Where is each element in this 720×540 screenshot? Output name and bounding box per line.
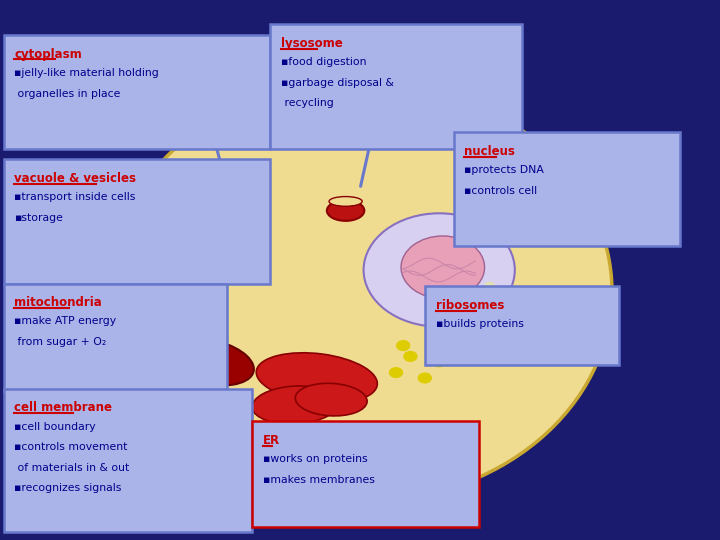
Text: ▪transport inside cells: ▪transport inside cells — [14, 192, 136, 202]
Text: ▪food digestion: ▪food digestion — [281, 57, 366, 68]
Circle shape — [418, 373, 431, 383]
Circle shape — [433, 357, 446, 367]
Text: ▪garbage disposal &: ▪garbage disposal & — [281, 78, 394, 88]
Ellipse shape — [329, 197, 362, 206]
Text: ▪storage: ▪storage — [14, 213, 63, 223]
Ellipse shape — [256, 353, 377, 403]
Circle shape — [485, 282, 495, 290]
Text: ▪make ATP energy: ▪make ATP energy — [14, 316, 117, 327]
Circle shape — [477, 299, 487, 306]
Text: organelles in place: organelles in place — [14, 89, 121, 99]
Text: ▪protects DNA: ▪protects DNA — [464, 165, 544, 176]
Text: ▪makes membranes: ▪makes membranes — [263, 475, 374, 485]
Text: vacuole & vesicles: vacuole & vesicles — [14, 172, 136, 185]
Circle shape — [449, 320, 459, 328]
Ellipse shape — [108, 81, 612, 502]
Circle shape — [499, 326, 509, 333]
Circle shape — [470, 331, 480, 339]
Text: ▪jelly-like material holding: ▪jelly-like material holding — [14, 68, 159, 78]
Text: ▪works on proteins: ▪works on proteins — [263, 454, 367, 464]
Circle shape — [463, 288, 473, 295]
Circle shape — [456, 309, 466, 317]
Circle shape — [364, 213, 515, 327]
Text: ▪recognizes signals: ▪recognizes signals — [14, 483, 122, 494]
Ellipse shape — [295, 383, 367, 416]
FancyBboxPatch shape — [4, 159, 270, 284]
FancyBboxPatch shape — [425, 286, 619, 364]
FancyBboxPatch shape — [454, 132, 680, 246]
Circle shape — [390, 368, 402, 377]
Text: recycling: recycling — [281, 98, 333, 109]
Text: of materials in & out: of materials in & out — [14, 463, 130, 473]
Text: ▪controls movement: ▪controls movement — [14, 442, 127, 453]
Text: lysosome: lysosome — [281, 37, 343, 50]
Circle shape — [506, 304, 516, 312]
Text: ▪cell boundary: ▪cell boundary — [14, 422, 96, 432]
Ellipse shape — [134, 379, 197, 410]
FancyBboxPatch shape — [252, 421, 479, 526]
Text: ribosomes: ribosomes — [436, 299, 504, 312]
Text: from sugar + O₂: from sugar + O₂ — [14, 337, 107, 347]
Text: nucleus: nucleus — [464, 145, 516, 158]
Ellipse shape — [252, 386, 338, 424]
Circle shape — [397, 341, 410, 350]
Text: cytoplasm: cytoplasm — [14, 48, 82, 60]
Ellipse shape — [163, 338, 254, 386]
Text: ER: ER — [263, 434, 280, 447]
FancyBboxPatch shape — [4, 284, 227, 392]
Ellipse shape — [211, 217, 265, 247]
FancyBboxPatch shape — [4, 35, 270, 148]
Circle shape — [492, 315, 502, 322]
Circle shape — [404, 352, 417, 361]
Text: cell membrane: cell membrane — [14, 401, 112, 414]
Text: mitochondria: mitochondria — [14, 296, 102, 309]
Text: ▪controls cell: ▪controls cell — [464, 186, 538, 196]
Circle shape — [401, 236, 485, 299]
Ellipse shape — [213, 212, 262, 225]
Text: ▪builds proteins: ▪builds proteins — [436, 319, 523, 329]
FancyBboxPatch shape — [4, 389, 252, 532]
Ellipse shape — [327, 200, 364, 221]
FancyBboxPatch shape — [270, 24, 522, 149]
